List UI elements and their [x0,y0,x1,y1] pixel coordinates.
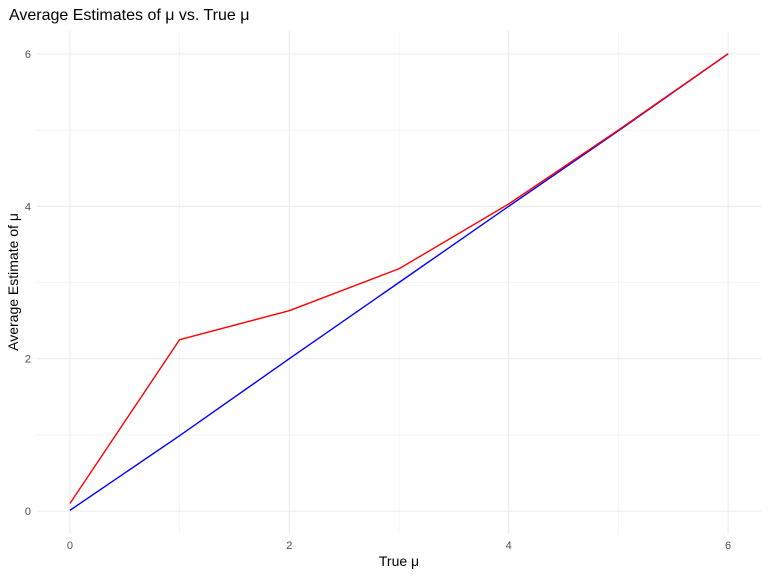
y-tick-label: 2 [25,354,31,366]
x-tick-label: 0 [67,540,73,552]
chart-title: Average Estimates of μ vs. True μ [9,7,249,24]
y-axis-tick-labels: 0 2 4 6 [25,49,31,518]
series-lines [69,53,729,511]
series-line-2 [69,53,729,504]
y-tick-label: 4 [25,201,31,213]
x-axis-tick-labels: 0 2 4 6 [67,540,731,552]
x-tick-label: 2 [286,540,292,552]
y-tick-label: 0 [25,506,31,518]
grid-lines [37,31,761,534]
x-axis-title: True μ [379,553,419,569]
x-tick-label: 4 [506,540,512,552]
y-tick-label: 6 [25,49,31,61]
y-axis-title: Average Estimate of μ [5,213,21,351]
x-tick-label: 6 [725,540,731,552]
